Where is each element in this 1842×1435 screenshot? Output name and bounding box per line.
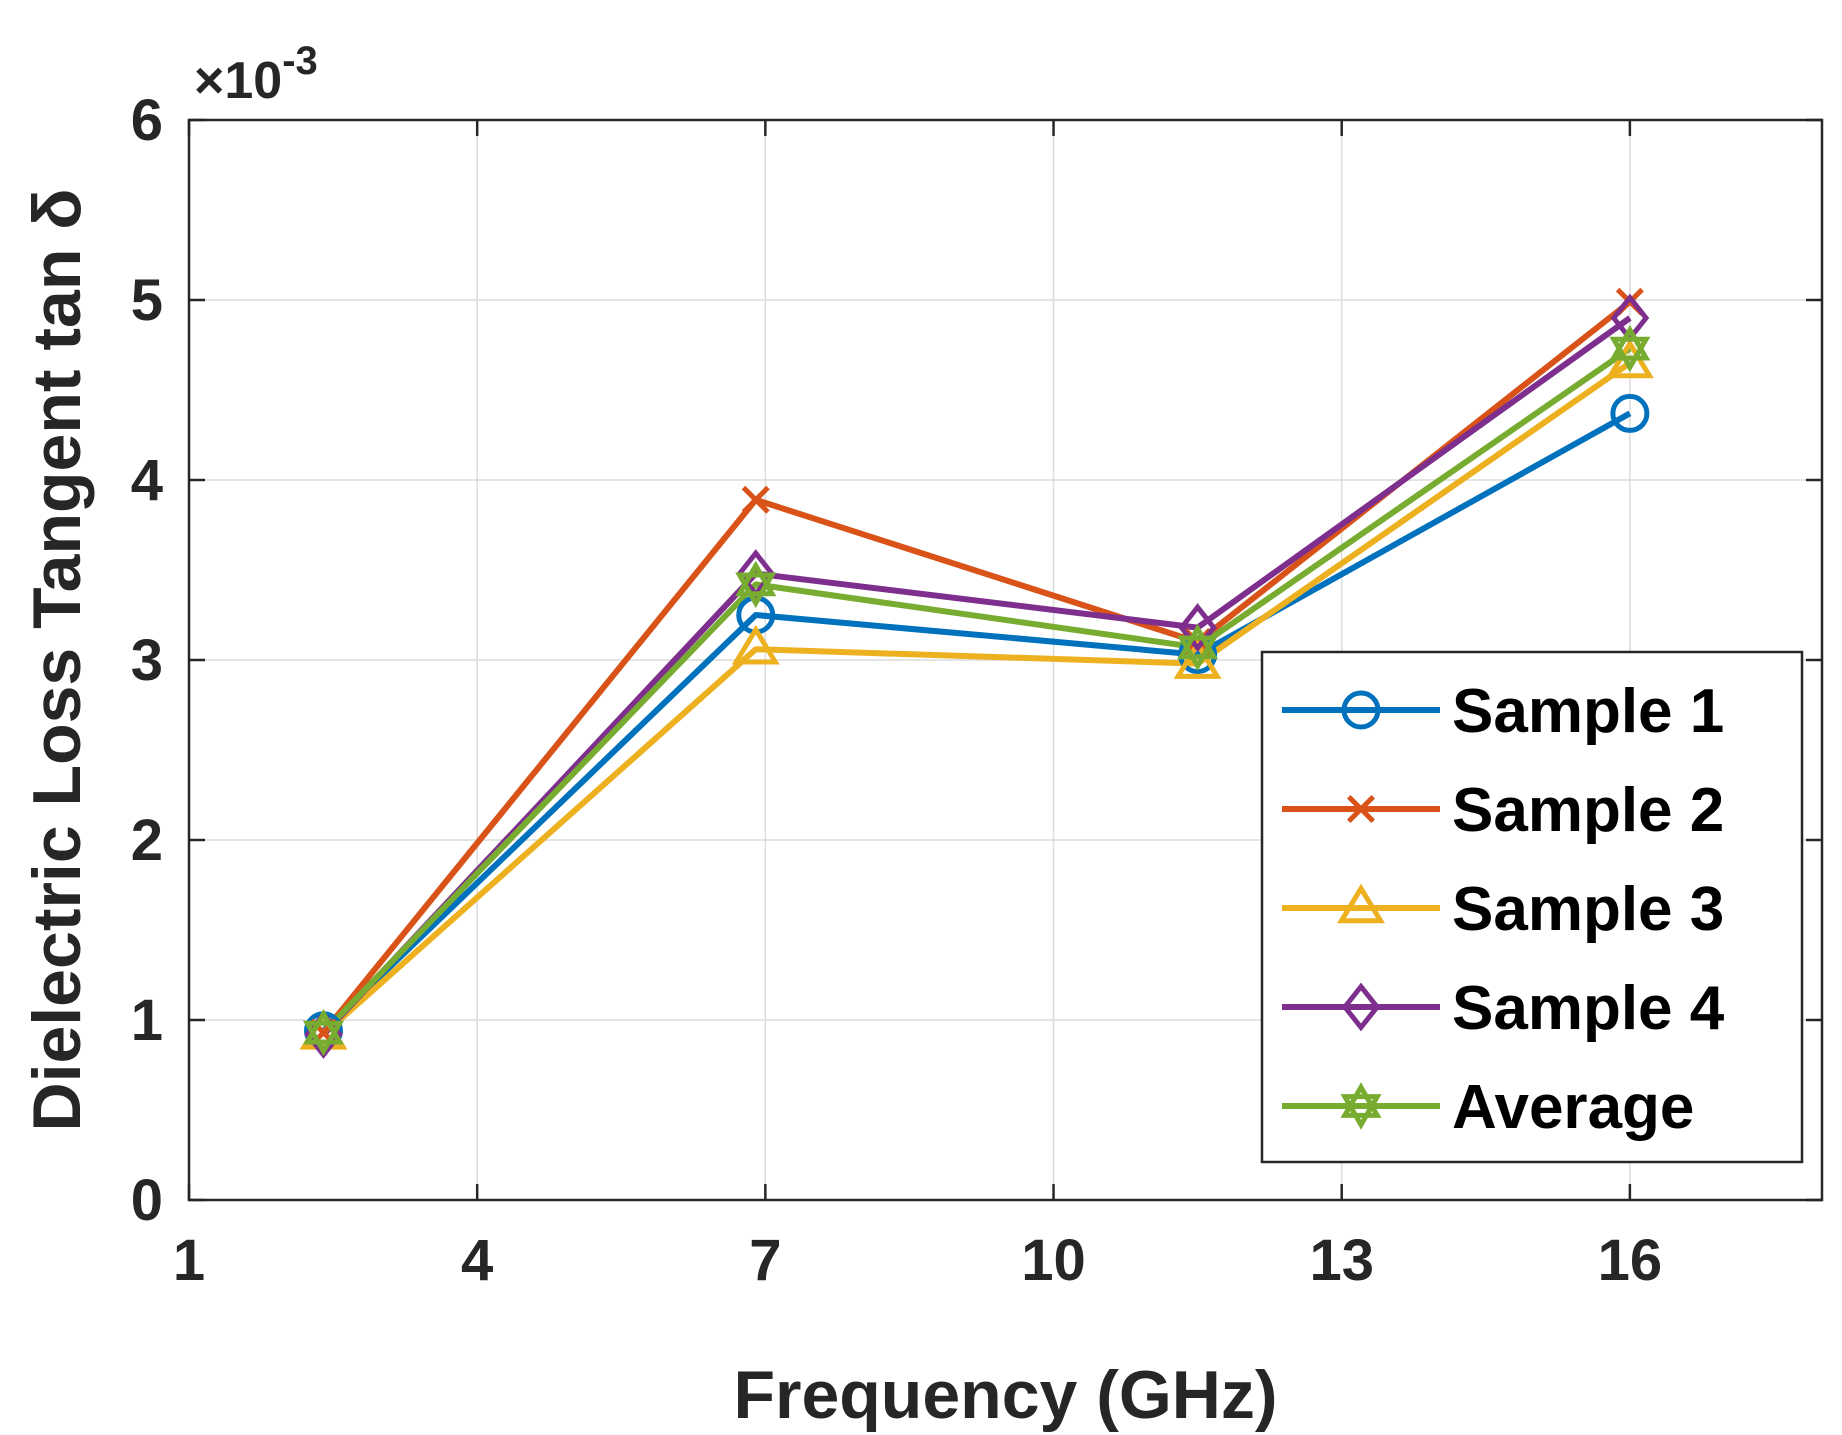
legend-label: Sample 4 xyxy=(1452,974,1725,1043)
series-markers xyxy=(299,287,1654,1059)
legend-label: Sample 1 xyxy=(1452,677,1724,746)
exponent-value: -3 xyxy=(282,39,318,83)
legend-marker xyxy=(1341,690,1381,730)
x-tick-label: 4 xyxy=(461,1228,493,1293)
data-point-3-3 xyxy=(1173,639,1222,679)
x-tick-label: 16 xyxy=(1598,1228,1663,1293)
x-tick-label: 7 xyxy=(749,1228,781,1293)
data-point-5-2 xyxy=(735,560,777,609)
series-line-1 xyxy=(321,410,1632,1033)
data-point-5-1 xyxy=(302,1008,345,1057)
legend-label: Average xyxy=(1452,1073,1694,1142)
series-lines xyxy=(321,299,1632,1037)
data-point-3-2 xyxy=(731,624,780,665)
legend-marker xyxy=(1340,1082,1382,1130)
x-axis-title: Frequency (GHz) xyxy=(733,1357,1277,1433)
legend-marker xyxy=(1337,883,1385,924)
y-tick-label: 4 xyxy=(131,448,163,513)
data-point-5-4 xyxy=(1609,324,1651,373)
x-tick-label: 10 xyxy=(1021,1228,1086,1293)
y-tick-label: 1 xyxy=(131,988,163,1053)
ticks xyxy=(187,118,1822,1202)
y-axis-title: Dielectric Loss Tangent tan δ xyxy=(19,188,95,1131)
exponent-prefix: ×10 xyxy=(194,52,282,110)
data-point-1-4 xyxy=(1610,393,1650,433)
x-tick-label: 1 xyxy=(173,1228,205,1293)
series-line-4 xyxy=(321,315,1632,1037)
y-tick-label: 3 xyxy=(131,628,163,693)
x-tick-label: 13 xyxy=(1309,1228,1374,1293)
y-exponent-label: ×10-3 xyxy=(194,39,318,110)
legend-label: Sample 2 xyxy=(1452,776,1724,845)
y-tick-label: 5 xyxy=(131,268,163,333)
series-line-3 xyxy=(321,360,1632,1037)
legend-marker xyxy=(1341,982,1381,1032)
legend-label: Sample 3 xyxy=(1452,875,1724,944)
data-point-4-3 xyxy=(1178,603,1217,653)
series-line-5 xyxy=(321,346,1632,1035)
legend: Sample 1 Sample 2 Sample 3 Sample 4 Average xyxy=(1260,650,1804,1164)
y-tick-label: 0 xyxy=(131,1168,163,1233)
legend-marker xyxy=(1346,794,1376,824)
y-tick-label: 6 xyxy=(131,88,163,153)
data-point-2-2 xyxy=(741,485,770,514)
y-tick-label: 2 xyxy=(131,808,163,873)
data-point-5-3 xyxy=(1177,623,1219,672)
